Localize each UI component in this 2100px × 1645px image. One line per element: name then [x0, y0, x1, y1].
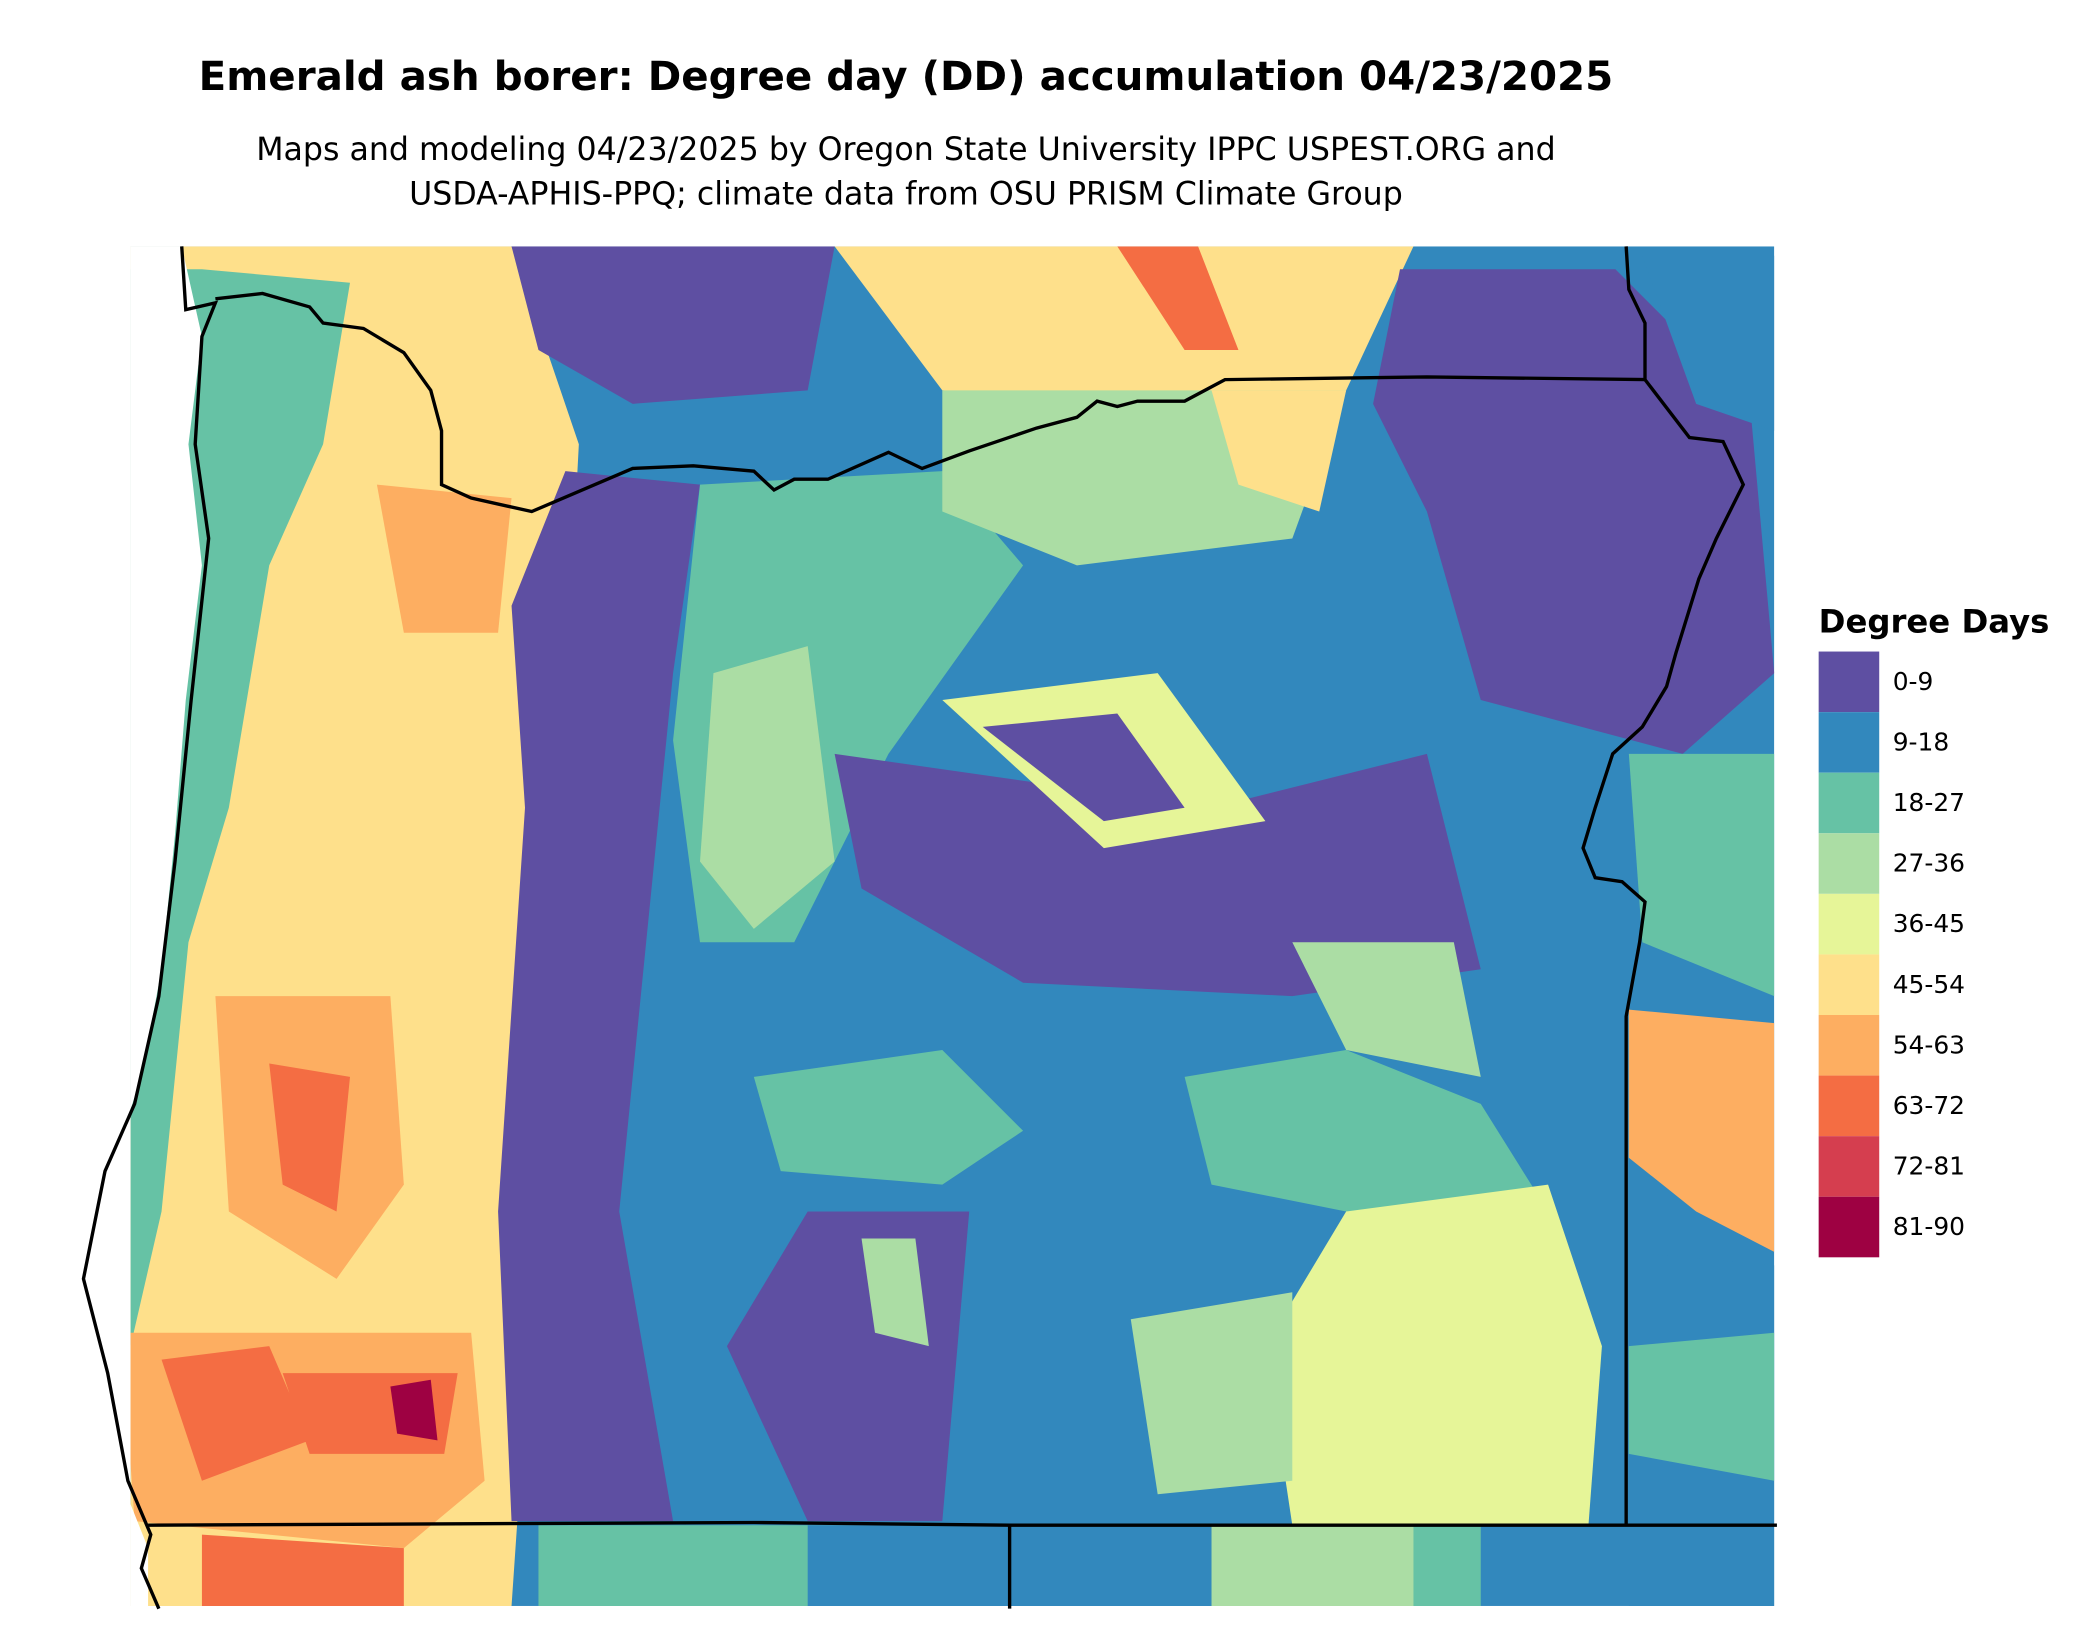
raster-region [1373, 269, 1775, 754]
raster-region [982, 713, 1185, 822]
raster-region [1009, 1525, 1212, 1606]
legend-swatch [1818, 1196, 1880, 1258]
raster-region [511, 246, 835, 404]
legend-swatch [1818, 1136, 1880, 1197]
raster-region [498, 471, 700, 1522]
map [81, 246, 1777, 1610]
legend-label: 0-9 [1893, 667, 1934, 696]
legend-swatch [1818, 712, 1880, 773]
raster-region [1265, 1184, 1602, 1526]
raster-region [161, 1346, 458, 1481]
raster-region [861, 1238, 929, 1347]
legend-swatch [1818, 954, 1880, 1015]
subtitle: Maps and modeling 04/23/2025 by Oregon S… [256, 132, 1555, 168]
raster-region [1211, 1525, 1414, 1606]
raster-region [753, 1050, 1024, 1185]
state-border [215, 291, 1646, 514]
raster-region [376, 484, 512, 633]
raster-region [700, 646, 835, 929]
legend-label: 36-45 [1893, 909, 1965, 938]
legend-swatch [1818, 651, 1880, 713]
coastline [81, 246, 219, 1610]
legend-label: 18-27 [1893, 788, 1965, 817]
legend-title: Degree Days [1819, 603, 2050, 641]
legend-swatch [1818, 893, 1880, 955]
raster-region [807, 1525, 1010, 1606]
raster-region [1628, 1009, 1775, 1252]
legend-label: 81-90 [1893, 1212, 1965, 1241]
raster-region [834, 753, 1481, 997]
raster-region [390, 1379, 438, 1441]
raster-region [1184, 1050, 1549, 1212]
map-title: Emerald ash borer: Degree day (DD) accum… [199, 53, 1614, 100]
ocean [130, 246, 202, 1606]
raster-region [1292, 942, 1481, 1077]
legend-label: 9-18 [1893, 727, 1950, 756]
state-border [148, 1520, 1777, 1527]
raster-region [1130, 1292, 1293, 1495]
raster-region [201, 1534, 404, 1606]
legend: 0-9 9-18 18-27 27-36 36-45 45-54 54-63 63-72 72-… [1818, 651, 1965, 1258]
legend-swatch [1818, 1075, 1880, 1137]
raster-region [1117, 246, 1239, 350]
raster-region [1642, 255, 1775, 431]
legend-swatch [1818, 772, 1880, 834]
state-border [1581, 246, 1746, 1526]
legend-label: 72-81 [1893, 1152, 1965, 1181]
legend-label: 27-36 [1893, 849, 1965, 878]
legend-label: 54-63 [1893, 1030, 1965, 1059]
raster-region [1628, 753, 1775, 997]
raster-region [1211, 390, 1347, 512]
subtitle: USDA-APHIS-PPQ; climate data from OSU PR… [409, 177, 1403, 213]
raster-region [269, 1063, 350, 1212]
raster-region [1628, 1332, 1775, 1481]
legend-label: 63-72 [1893, 1091, 1965, 1120]
legend-swatch [1818, 833, 1880, 894]
legend-swatch [1818, 1015, 1880, 1076]
raster-region [834, 246, 1414, 404]
legend-label: 45-54 [1893, 970, 1965, 999]
